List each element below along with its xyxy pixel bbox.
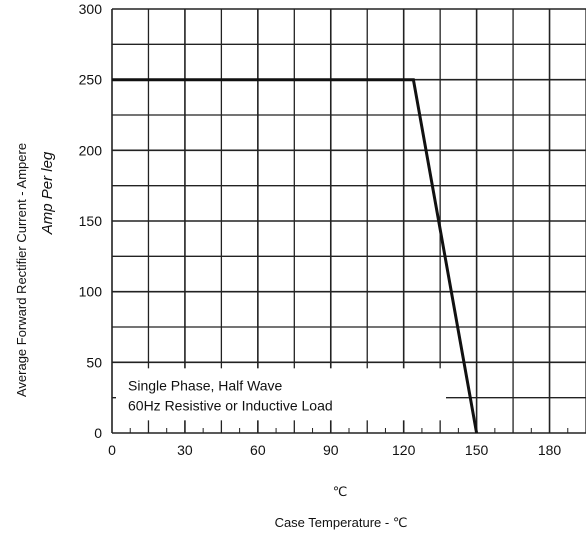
y-tick-label-0: 0	[94, 425, 102, 441]
y-axis-title-line-1: Average Forward Rectifier Current - Ampe…	[14, 143, 29, 397]
x-tick-label-60: 60	[250, 442, 266, 458]
y-tick-label-300: 300	[79, 1, 103, 17]
series-line-derating	[112, 78, 479, 434]
x-axis-unit: ℃	[333, 484, 348, 499]
x-tick-label-150: 150	[465, 442, 489, 458]
x-tick-label-0: 0	[108, 442, 116, 458]
x-axis-title: Case Temperature - ℃	[275, 515, 408, 530]
y-tick-label-250: 250	[79, 72, 103, 88]
y-axis-ticks: 0 50 100 150 200 250 300	[79, 1, 103, 441]
y-tick-label-150: 150	[79, 213, 103, 229]
x-tick-label-180: 180	[538, 442, 562, 458]
y-axis-title-line-2: Amp Per leg	[39, 151, 56, 235]
y-tick-label-200: 200	[79, 142, 103, 158]
y-tick-label-50: 50	[86, 354, 102, 370]
annotation-line-1: Single Phase, Half Wave	[128, 377, 283, 393]
annotation-box	[116, 368, 446, 421]
x-tick-label-30: 30	[177, 442, 193, 458]
y-tick-label-100: 100	[79, 284, 103, 300]
x-tick-label-90: 90	[323, 442, 339, 458]
annotation-line-2: 60Hz Resistive or Inductive Load	[128, 397, 333, 413]
x-tick-label-120: 120	[392, 442, 416, 458]
x-axis-ticks: 0 30 60 90 120 150 180	[108, 442, 561, 458]
